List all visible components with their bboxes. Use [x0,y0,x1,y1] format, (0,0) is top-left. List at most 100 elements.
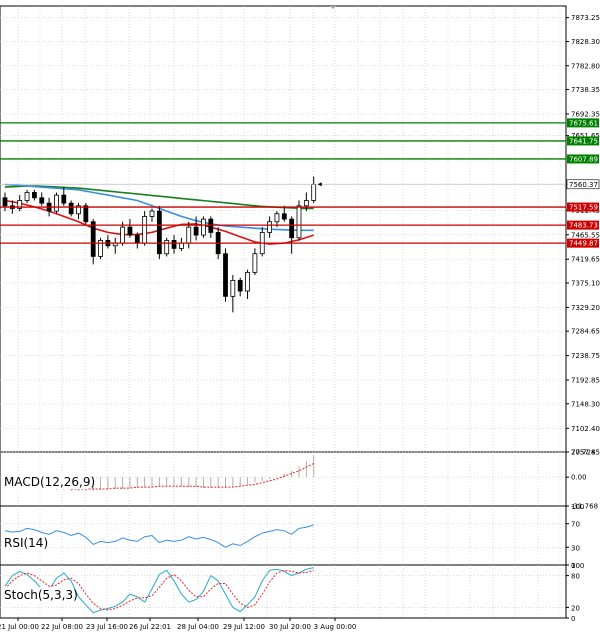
macd-tick-label: -31.768 [571,503,598,511]
candle-up [178,242,184,249]
y-tick-label: 7284.65 [571,328,600,336]
rsi-line [4,524,314,548]
y-tick-label: 7148.30 [571,400,600,408]
x-tick-label: 22 Jul 08:00 [41,623,83,631]
level-tag [567,118,599,128]
grid-main [17,6,561,452]
y-tick-label: 7102.40 [571,425,600,433]
y-tick-label: 7192.85 [571,377,600,385]
level-tag [567,154,599,164]
level-tag-label: 7675.61 [569,119,598,127]
level-tag [567,220,599,230]
candle-up [54,194,59,212]
candle-up [17,200,23,209]
candle-up [186,226,192,244]
candles [2,176,317,313]
candle-down [90,221,96,257]
current-price-marker [317,182,322,187]
candle-up [149,210,155,217]
candle-down [281,213,287,220]
macd-tick-label: 27.724 [571,449,596,457]
candle-up [142,216,148,244]
y-tick-label: 7238.75 [571,352,600,360]
level-tag [567,136,599,146]
y-tick-label: 7375.10 [571,279,600,287]
candle-down [134,234,140,244]
candle-up [252,253,258,273]
current-price-label: 7560.37 [569,181,598,189]
ma-green-line [4,185,314,210]
macd-tick-label: 0.00 [571,474,587,482]
level-tag-label: 7483.73 [569,222,598,230]
stoch-label-bg [2,587,68,602]
stoch-tick-label: 0 [571,615,575,623]
rsi-tick-label: 70 [571,521,580,529]
candle-up [164,240,170,255]
rsi-label-bg [2,535,46,550]
stoch-d-line [4,569,314,611]
stoch-label: Stoch(5,3,3) [4,588,78,602]
candle-down [68,202,74,215]
candle-down [193,226,199,236]
candle-down [237,279,243,292]
candle-up [311,184,317,201]
y-tick-label: 7465.55 [571,231,600,239]
panel-macd [0,451,567,507]
x-tick-label: 28 Jul 04:00 [177,623,219,631]
x-tick-label: 23 Jul 16:00 [86,623,128,631]
y-tick-label: 7873.25 [571,14,600,22]
x-tick-label: 21 Jul 00:00 [0,623,39,631]
candle-up [267,221,273,233]
y-tick-label: 7828.30 [571,38,600,46]
candle-down [32,192,37,199]
x-tick-label: 29 Jul 12:00 [223,623,265,631]
y-tick-label: 7692.35 [571,110,600,118]
stoch-tick-label: 20 [571,604,580,612]
x-tick-label: 30 Jul 20:00 [269,623,311,631]
macd-label: MACD(12,26,9) [4,475,95,489]
scroll-marker [330,6,336,9]
candle-down [61,194,67,204]
candle-down [208,218,214,233]
y-tick-label: 7419.65 [571,256,600,264]
candle-down [127,226,133,236]
x-tick-label: 3 Aug 00:00 [314,623,357,631]
grid-rsi [17,506,561,565]
candle-up [296,205,302,239]
level-tag-label: 7449.87 [569,240,598,248]
stoch-k-line [4,567,314,614]
candle-up [230,279,236,297]
x-tick-label: 26 Jul 22:01 [129,623,171,631]
level-tag [567,238,599,248]
rsi-tick-label: 0 [571,562,575,570]
y-tick-label: 7738.35 [571,86,600,94]
grid-macd [17,452,561,506]
stoch-tick-label: 80 [571,573,580,581]
candle-up [120,226,125,244]
y-tick-label: 7651.65 [571,132,600,140]
rsi-label: RSI(14) [4,536,48,550]
candle-up [76,205,81,215]
candle-down [39,197,45,204]
candle-up [98,240,103,257]
candle-down [289,218,295,239]
candle-up [274,213,280,223]
level-tag-label: 7517.59 [569,204,598,212]
candle-up [24,192,30,201]
candle-down [83,205,89,223]
rsi-tick-label: 30 [571,544,580,552]
candle-down [156,210,162,255]
stoch-tick-label: 100 [571,562,584,570]
y-tick-label: 7329.20 [571,304,600,312]
macd-signal-line [4,463,314,490]
candle-up [303,200,309,207]
level-tag-label: 7641.75 [569,137,598,145]
rsi-tick-label: 100 [571,503,584,511]
y-tick-label: 7782.80 [571,62,600,70]
level-tag [567,202,599,212]
panel-rsi [0,505,567,566]
candle-up [201,218,206,236]
y-tick-label: 7057.85 [571,449,600,457]
